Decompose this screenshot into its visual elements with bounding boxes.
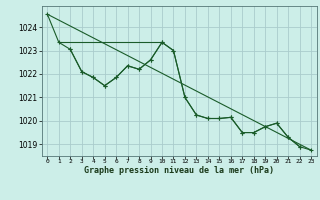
X-axis label: Graphe pression niveau de la mer (hPa): Graphe pression niveau de la mer (hPa) xyxy=(84,166,274,175)
